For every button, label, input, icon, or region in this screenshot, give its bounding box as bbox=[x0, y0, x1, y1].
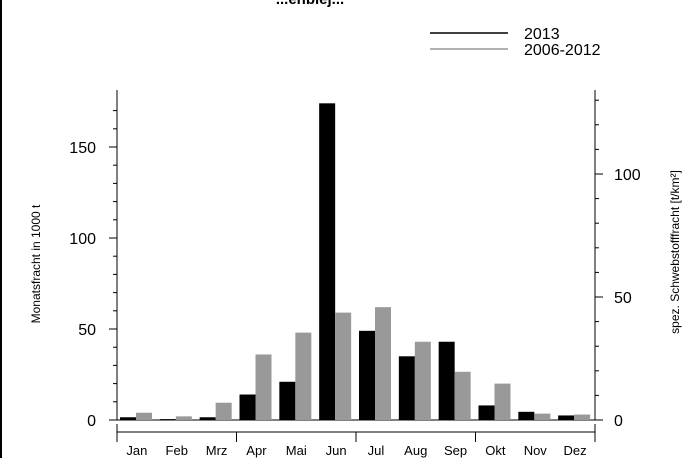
bar-2006-2012-Jul bbox=[375, 307, 391, 420]
x-tick-label: Feb bbox=[166, 443, 188, 458]
y-tick-label-left: 50 bbox=[78, 322, 96, 339]
bar-2013-Okt bbox=[478, 405, 495, 420]
bar-2013-Jun bbox=[319, 103, 336, 420]
x-tick-label: Okt bbox=[485, 443, 506, 458]
x-tick-label: Dez bbox=[564, 443, 587, 458]
bar-2006-2012-Sep bbox=[454, 371, 471, 420]
y-axis-label-left: Monatsfracht in 1000 t bbox=[29, 204, 43, 323]
chart-title: ...enblej... bbox=[276, 0, 344, 8]
y-tick-label-left: 100 bbox=[69, 231, 96, 248]
bar-2006-2012-Mai bbox=[295, 332, 312, 420]
plot-area: 0 50 100 150 0 50 100 Jan Feb Mrz Apr Mai Jun Jul Aug S… bbox=[69, 90, 641, 458]
y-tick-label-right: 0 bbox=[614, 413, 623, 430]
legend-label-2006-2012: 2006-2012 bbox=[524, 42, 601, 59]
x-tick-label: Jun bbox=[326, 443, 347, 458]
bar-2013-Aug bbox=[398, 356, 415, 420]
x-tick-label: Jul bbox=[368, 443, 385, 458]
bar-2013-Jul bbox=[359, 330, 375, 420]
x-tick-label: Mai bbox=[286, 443, 307, 458]
bar-2006-2012-Feb bbox=[175, 416, 192, 420]
x-tick-label: Aug bbox=[404, 443, 427, 458]
bar-2006-2012-Aug bbox=[414, 341, 431, 420]
y-tick-label-right: 50 bbox=[614, 290, 632, 307]
bar-2006-2012-Dez bbox=[574, 414, 591, 420]
bar-2013-Mai bbox=[279, 381, 296, 420]
y-tick-label-left: 150 bbox=[69, 140, 96, 157]
legend-label-2013: 2013 bbox=[524, 26, 560, 43]
bar-2006-2012-Jun bbox=[335, 312, 352, 420]
bar-2013-Feb bbox=[159, 419, 176, 420]
x-tick-label: Sep bbox=[444, 443, 467, 458]
x-tick-label: Mrz bbox=[206, 443, 228, 458]
x-tick-label: Nov bbox=[524, 443, 548, 458]
bar-2013-Dez bbox=[558, 415, 575, 420]
bar-2006-2012-Apr bbox=[255, 354, 272, 420]
bar-2006-2012-Jan bbox=[136, 412, 152, 420]
bar-2013-Mrz bbox=[199, 417, 216, 420]
y-axis-label-right: spez. Schwebstofffracht [t/km²] bbox=[668, 170, 682, 334]
bar-2006-2012-Okt bbox=[494, 383, 511, 420]
x-tick-label: Apr bbox=[246, 443, 267, 458]
bar-2013-Jan bbox=[120, 417, 136, 420]
bar-2013-Nov bbox=[518, 411, 535, 420]
bar-2006-2012-Nov bbox=[534, 413, 551, 420]
bar-2013-Sep bbox=[438, 341, 455, 420]
legend: 2013 2006-2012 bbox=[430, 26, 601, 59]
bar-2013-Apr bbox=[239, 394, 256, 420]
y-tick-label-left: 0 bbox=[87, 413, 96, 430]
x-tick-label: Jan bbox=[126, 443, 147, 458]
bar-2006-2012-Mrz bbox=[215, 402, 232, 420]
y-tick-label-right: 100 bbox=[614, 167, 641, 184]
